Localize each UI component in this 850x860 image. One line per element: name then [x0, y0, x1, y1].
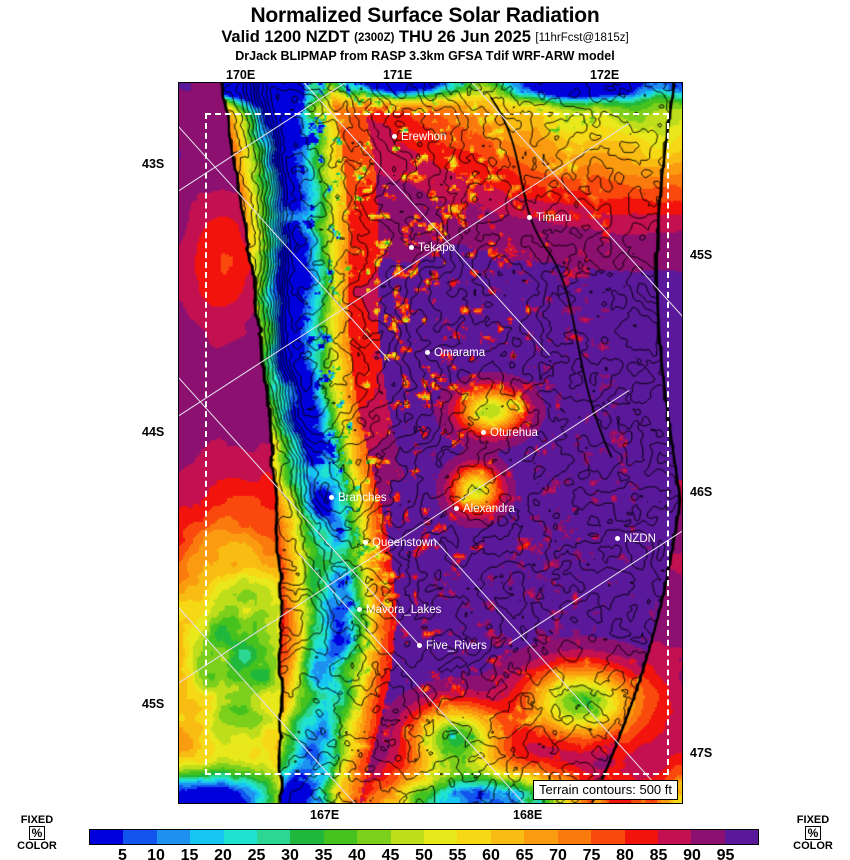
colorbar-segment [557, 830, 592, 844]
valid-time-prefix: Valid 1200 NZDT [221, 28, 350, 46]
colorbar-tick: 35 [314, 847, 333, 860]
solar-radiation-raster [179, 83, 682, 803]
colorbar-segment [323, 830, 358, 844]
valid-date: THU 26 Jun 2025 [398, 28, 531, 46]
latitude-label-right: 45S [690, 248, 713, 262]
colorbar-tick: 65 [515, 847, 534, 860]
colorbar-segment [657, 830, 692, 844]
colorbar-tick: 60 [482, 847, 500, 860]
colorbar-tick: 70 [549, 847, 567, 860]
colorbar-segment [390, 830, 425, 844]
page-title: Normalized Surface Solar Radiation [250, 4, 600, 27]
colorbar-tick: 45 [381, 847, 400, 860]
colorbar-segment [691, 830, 725, 844]
colorbar-segment [156, 830, 191, 844]
colorbar-tick: 55 [448, 847, 467, 860]
latitude-label-right: 47S [690, 746, 713, 760]
colorbar-segment [257, 830, 291, 844]
colorbar-tick: 85 [649, 847, 668, 860]
colorbar-tick: 5 [118, 847, 127, 860]
longitude-label-top: 171E [383, 68, 413, 82]
colorbar-tick: 75 [582, 847, 601, 860]
header: Normalized Surface Solar Radiation Valid… [0, 0, 850, 78]
colorbar-tick: 20 [214, 847, 232, 860]
colorbar-segment [457, 830, 491, 844]
colorbar-segment [524, 830, 558, 844]
colorbar-left-legend: FIXED % COLOR [6, 814, 68, 852]
colorbar-segment [490, 830, 525, 844]
colorbar-tick: 90 [683, 847, 701, 860]
longitude-label-bottom: 167E [310, 808, 340, 822]
colorbar-section: FIXED % COLOR 5 10 15 20 25 30 35 40 45 50 55 60 65 7… [0, 812, 850, 860]
colorbar-segment [290, 830, 324, 844]
map-plot-area[interactable]: Erewhon Timaru Tekapo Omarama Oturehua Branch… [178, 82, 683, 804]
valid-time-line: Valid 1200 NZDT (2300Z) THU 26 Jun 2025 … [0, 28, 850, 48]
left-legend-fixed: FIXED [20, 814, 54, 826]
colorbar-tick: 50 [415, 847, 433, 860]
colorbar-segment [591, 830, 625, 844]
left-legend-unit: % [28, 826, 46, 840]
longitude-label-bottom: 168E [513, 808, 543, 822]
latitude-label-right: 46S [690, 485, 713, 499]
latitude-label-left: 45S [142, 697, 165, 711]
colorbar-segment [223, 830, 258, 844]
left-legend-color: COLOR [17, 840, 57, 852]
longitude-label-top: 172E [590, 68, 620, 82]
colorbar-tick: 80 [616, 847, 634, 860]
colorbar-tick: 95 [716, 847, 735, 860]
colorbar-segment [357, 830, 391, 844]
colorbar-tick: 15 [180, 847, 199, 860]
longitude-label-top: 170E [226, 68, 256, 82]
colorbar-segment [624, 830, 658, 844]
forecast-tag: [11hrFcst@1815z] [535, 32, 629, 44]
right-legend-unit: % [804, 826, 822, 840]
colorbar-segment [190, 830, 224, 844]
valid-time-zulu: (2300Z) [354, 32, 395, 44]
latitude-label-left: 43S [142, 157, 165, 171]
right-legend-color: COLOR [793, 840, 833, 852]
model-source-line: DrJack BLIPMAP from RASP 3.3km GFSA Tdif… [235, 49, 615, 63]
right-legend-fixed: FIXED [796, 814, 830, 826]
colorbar-segment [724, 830, 759, 844]
colorbar-tick: 25 [247, 847, 266, 860]
colorbar-tick: 30 [281, 847, 299, 860]
colorbar-segment [90, 830, 124, 844]
colorbar-tick: 40 [348, 847, 366, 860]
colorbar-gradient [89, 829, 759, 845]
colorbar-segment [424, 830, 458, 844]
colorbar-segment [123, 830, 157, 844]
colorbar-right-legend: FIXED % COLOR [782, 814, 844, 852]
colorbar-tick: 10 [147, 847, 165, 860]
colorbar-tick-labels: 5 10 15 20 25 30 35 40 45 50 55 60 65 70 75 80 85 90 95 [89, 847, 759, 860]
terrain-contour-note: Terrain contours: 500 ft [533, 780, 678, 800]
latitude-label-left: 44S [142, 425, 165, 439]
